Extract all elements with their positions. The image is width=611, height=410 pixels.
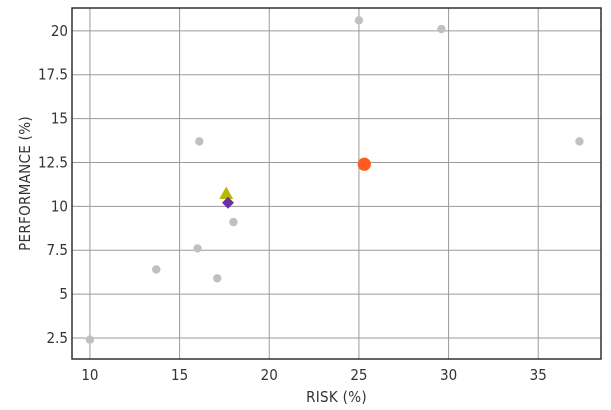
- data-point: [152, 265, 161, 274]
- triangle-point: [219, 186, 234, 200]
- x-tick-label: 20: [261, 366, 278, 384]
- data-point: [193, 244, 202, 253]
- y-tick-label: 7.5: [47, 241, 68, 259]
- x-tick-label: 35: [530, 366, 547, 384]
- data-point: [575, 137, 584, 146]
- y-tick-label: 20: [51, 22, 68, 40]
- highlight-point: [357, 157, 371, 171]
- y-tick-label: 17.5: [38, 66, 68, 84]
- data-point: [354, 16, 364, 25]
- y-axis-title: PERFORMANCE (%): [16, 116, 34, 251]
- x-tick-label: 30: [440, 366, 457, 384]
- data-points: [85, 16, 584, 344]
- data-point: [85, 335, 95, 344]
- y-tick-label: 2.5: [47, 329, 68, 347]
- data-point: [437, 24, 446, 34]
- x-tick-label: 10: [81, 366, 98, 384]
- y-tick-label: 5: [59, 285, 68, 303]
- data-point: [213, 274, 222, 283]
- x-axis-ticks: 10 15 20 25 30 35: [81, 366, 546, 384]
- grid: [72, 8, 601, 359]
- diamond-point: [222, 196, 235, 209]
- y-tick-label: 12.5: [38, 153, 68, 171]
- y-tick-label: 15: [51, 110, 68, 128]
- x-tick-label: 25: [350, 366, 367, 384]
- data-point: [229, 217, 238, 227]
- x-tick-label: 15: [171, 366, 188, 384]
- plot-area-frame: [71, 7, 602, 360]
- y-tick-label: 10: [51, 197, 68, 215]
- x-axis-title: RISK (%): [306, 388, 367, 406]
- data-point: [195, 137, 204, 146]
- y-axis-ticks: 2.5 5 7.5 10 12.5 15 17.5 20: [38, 22, 68, 347]
